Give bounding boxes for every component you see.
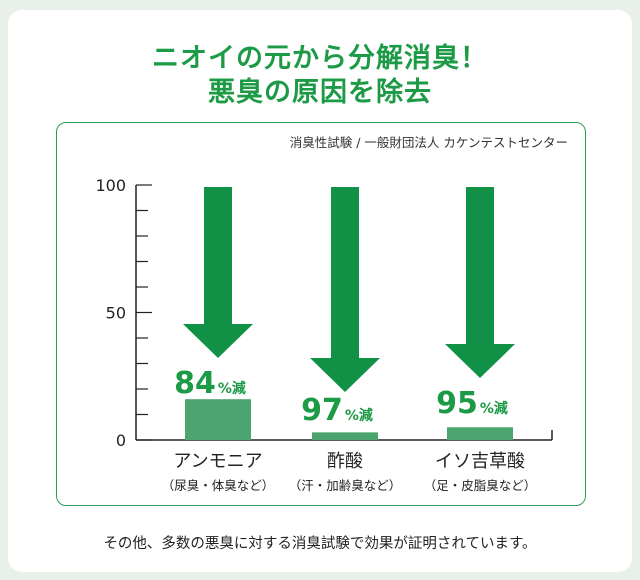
bar-3 [447,427,513,440]
reduction-unit: %減 [218,380,246,397]
headline-line-1: ニオイの元から分解消臭！ [152,43,488,74]
down-arrow-1 [183,187,253,358]
headline-line-2: 悪臭の原因を除去 [208,77,432,108]
category-label-1: アンモニア [173,451,262,472]
reduction-label-3: 95 %減 [436,386,508,421]
reduction-unit: %減 [480,400,508,417]
category-label-2: 酢酸 [327,451,363,472]
source-note: 消臭性試験 / 一般財団法人 カケンテストセンター [289,135,568,150]
reduction-value: 97 [301,393,343,428]
category-label-3: イソ吉草酸 [435,451,525,472]
footer-note: その他、多数の悪臭に対する消臭試験で効果が証明されています。 [103,536,537,552]
category-note-1: （尿臭・体臭など） [162,478,275,493]
reduction-unit: %減 [345,407,373,424]
y-tick-label: 100 [95,176,126,195]
bar-2 [312,432,378,440]
category-note-2: （汗・加齢臭など） [289,478,402,493]
y-tick-label: 50 [106,304,126,323]
down-arrow-2 [310,187,380,392]
reduction-label-2: 97 %減 [301,393,373,428]
reduction-label-1: 84 %減 [174,366,246,401]
chart-panel [56,122,586,506]
y-tick-label: 0 [116,431,126,450]
bar-1 [185,399,251,440]
reduction-value: 95 [436,386,478,421]
reduction-value: 84 [174,366,216,401]
category-note-3: （足・皮脂臭など） [424,478,537,493]
down-arrow-3 [445,187,515,378]
